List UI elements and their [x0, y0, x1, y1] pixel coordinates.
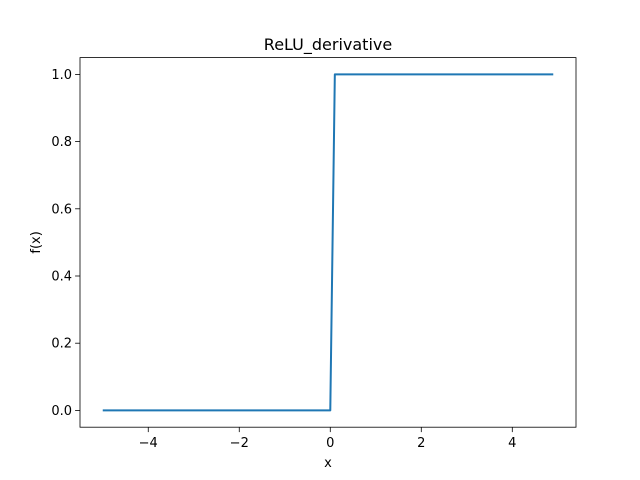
- y-tick-label: 0.4: [51, 270, 72, 285]
- x-tick-label: 4: [508, 436, 516, 451]
- y-tick-label: 0.6: [51, 202, 72, 217]
- y-axis-label: f(x): [29, 231, 44, 253]
- x-axis-label: x: [324, 456, 332, 471]
- y-tick-label: 0.2: [51, 337, 72, 352]
- x-axis-ticks: −4 −2 0 2 4: [139, 427, 516, 451]
- y-tick-label: 0.0: [51, 404, 72, 419]
- chart-title: ReLU_derivative: [264, 35, 392, 55]
- y-axis-ticks: 0.0 0.2 0.4 0.6 0.8 1.0: [51, 68, 80, 419]
- x-tick-label: 2: [417, 436, 425, 451]
- series-layer: [102, 73, 554, 412]
- plot-area: [80, 57, 576, 428]
- plot-frame: [79, 57, 577, 428]
- x-tick-label: −4: [139, 436, 158, 451]
- x-tick-label: 0: [326, 436, 334, 451]
- series-line-0: [102, 73, 554, 412]
- x-tick-label: −2: [230, 436, 249, 451]
- y-tick-label: 0.8: [51, 135, 72, 150]
- y-tick-label: 1.0: [51, 68, 72, 83]
